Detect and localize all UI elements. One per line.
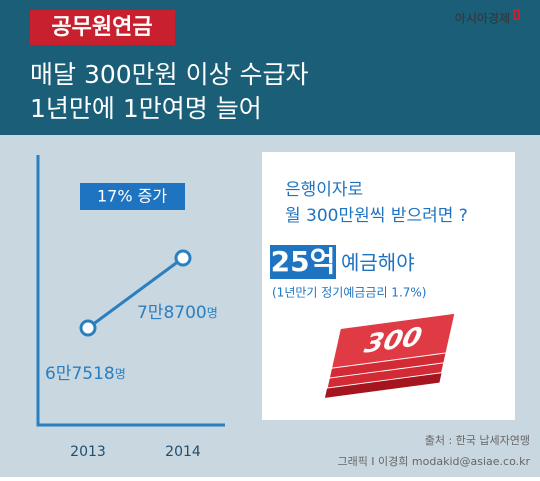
badge-bg xyxy=(80,183,185,210)
value-label-number: 6만7518 xyxy=(45,364,115,384)
panel-text: 은행이자로 xyxy=(285,180,363,200)
line xyxy=(87,256,184,330)
money-graphic: 300 xyxy=(324,312,456,398)
value-label: 7만8700명 xyxy=(137,303,218,323)
tag: 공무원연금 xyxy=(51,15,152,40)
logo-icon xyxy=(513,9,520,20)
value-label: 6만7518명 xyxy=(45,364,126,384)
value-label-unit: 명 xyxy=(115,367,126,381)
point xyxy=(174,249,192,267)
value-label-number: 7만8700 xyxy=(137,303,207,323)
highlight-rest: 예금해야 xyxy=(341,251,415,275)
headline: 매달 300만원 이상 수급자 xyxy=(30,60,309,89)
highlight: 25억 xyxy=(271,245,336,278)
tag-bg xyxy=(30,10,175,45)
source: 출처 : 한국 납세자연맹 xyxy=(425,434,530,447)
x-tick-label: 2014 xyxy=(165,444,201,460)
badge: 17% 증가 xyxy=(97,187,167,206)
value-label-unit: 명 xyxy=(207,306,218,320)
axis xyxy=(36,155,225,427)
headline: 1년만에 1만여명 늘어 xyxy=(30,94,262,123)
credit: 그래픽 I 이경희 modakid@asiae.co.kr xyxy=(337,455,530,468)
x-tick-label: 2013 xyxy=(70,444,106,460)
panel-text: 월 300만원씩 받으려면 ? xyxy=(285,206,468,226)
logo: 아시아경제 xyxy=(455,12,510,26)
highlight-bg xyxy=(270,245,336,279)
point xyxy=(79,319,97,337)
note: (1년만기 정기예금금리 1.7%) xyxy=(272,286,426,300)
